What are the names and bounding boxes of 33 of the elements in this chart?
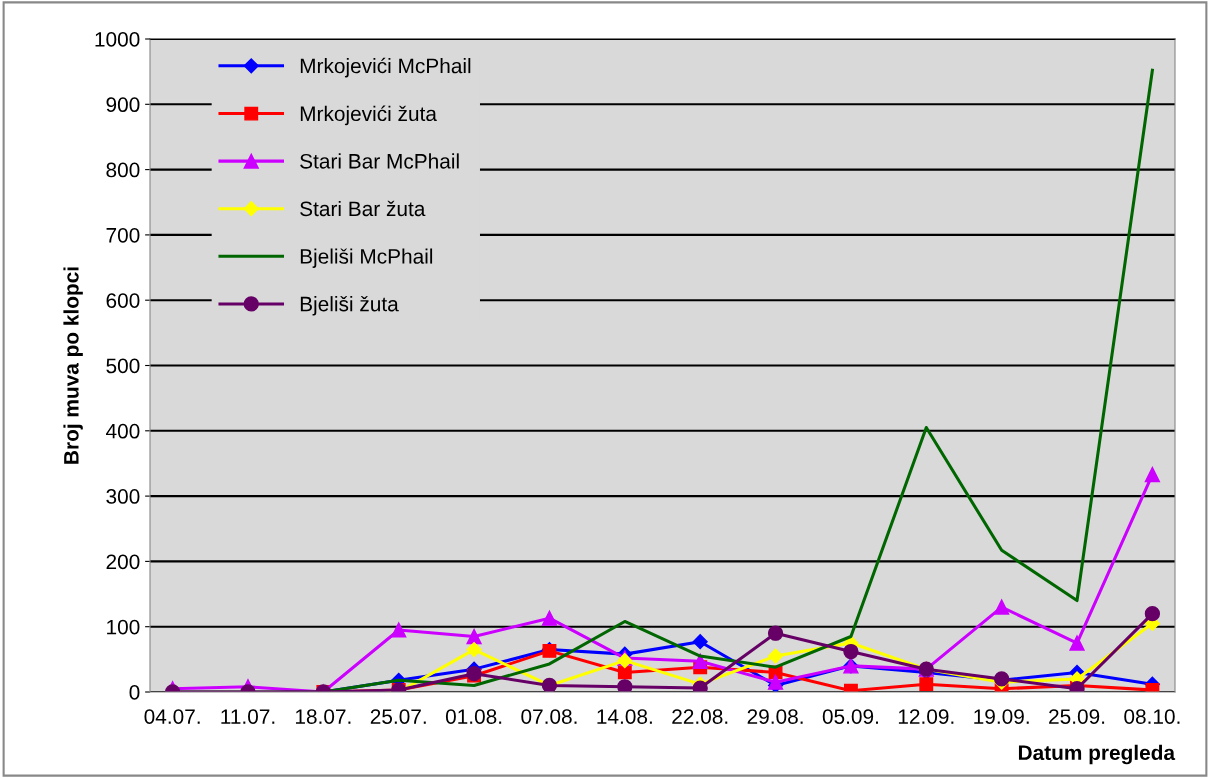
y-tick-label: 200 — [106, 554, 140, 570]
y-tick-label: 700 — [106, 227, 140, 243]
x-tick-label: 07.08. — [521, 709, 577, 724]
x-tick-label: 12.09. — [898, 709, 954, 724]
x-tick-label: 11.07. — [221, 709, 275, 724]
x-tick-label: 19.09. — [974, 709, 1029, 724]
y-tick-label: 100 — [107, 619, 140, 635]
y-tick-label: 800 — [106, 162, 140, 178]
x-tick-label: 25.07. — [370, 709, 426, 724]
y-tick-label: 500 — [106, 358, 140, 374]
legend-label: Mrkojevići žuta — [300, 105, 437, 126]
legend-label: Bjeliši žuta — [300, 296, 399, 316]
legend-label: Bjeliši McPhail — [300, 248, 433, 268]
x-tick-label: 22.08. — [672, 709, 728, 724]
x-tick-label: 05.09. — [822, 709, 878, 724]
x-axis-title: Datum pregleda — [1018, 744, 1176, 765]
y-tick-label: 1000 — [95, 32, 140, 47]
x-tick-label: 04.07. — [144, 709, 200, 724]
x-tick-label: 29.08. — [747, 709, 803, 724]
x-tick-label: 25.09. — [1049, 709, 1105, 724]
x-tick-label: 01.08. — [445, 709, 502, 724]
x-tick-label: 08.10. — [1124, 709, 1180, 724]
y-tick-label: 0 — [129, 685, 140, 700]
x-tick-label: 18.07. — [295, 709, 351, 724]
x-tick-label: 14.08. — [597, 709, 652, 724]
y-tick-label: 900 — [106, 97, 140, 113]
legend-label: Stari Bar žuta — [300, 200, 426, 217]
legend-label: Stari Bar McPhail — [300, 153, 459, 169]
y-axis-title: Broj muva po klopci — [63, 267, 83, 464]
y-tick-label: 300 — [106, 489, 140, 504]
y-tick-label: 400 — [106, 423, 140, 439]
legend-label: Mrkojevići McPhail — [300, 57, 471, 78]
y-tick-label: 600 — [106, 293, 140, 308]
